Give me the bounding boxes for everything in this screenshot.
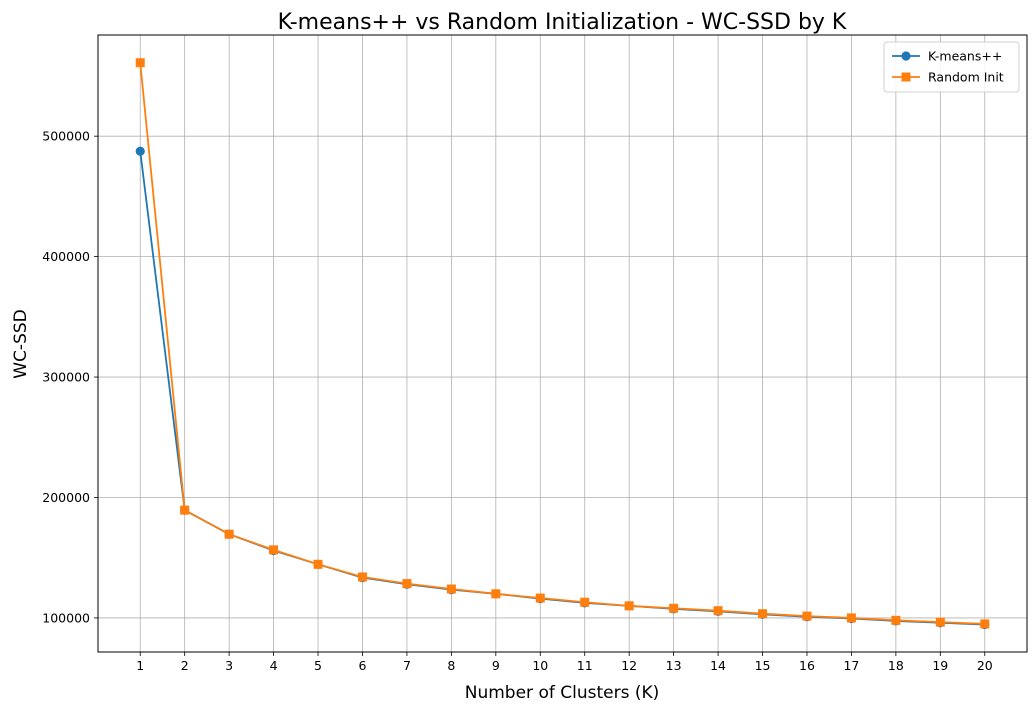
legend-label: K-means++	[928, 49, 1002, 64]
series-layer	[135, 58, 990, 630]
data-point	[224, 529, 234, 539]
x-tick-label: 20	[977, 658, 993, 673]
x-tick-label: 9	[492, 658, 500, 673]
x-tick-label: 13	[666, 658, 682, 673]
legend-box	[883, 41, 1020, 93]
y-tick-label: 200000	[42, 490, 90, 505]
x-axis: 1 2 3 4 5 6 7 8 9 10 11 12 13 14 15 16 17 18 19 20	[136, 652, 993, 673]
data-point	[491, 589, 501, 599]
x-tick-label: 15	[755, 658, 771, 673]
data-point	[935, 617, 945, 627]
data-point	[624, 601, 634, 611]
x-tick-label: 4	[270, 658, 278, 673]
data-point	[535, 593, 545, 603]
data-point	[713, 606, 723, 616]
y-axis-label: WC-SSD	[11, 309, 31, 379]
x-axis-label: Number of Clusters (K)	[465, 683, 660, 703]
x-tick-label: 16	[799, 658, 815, 673]
data-point	[891, 615, 901, 625]
data-point	[269, 545, 279, 555]
data-point	[446, 584, 456, 594]
data-point	[180, 505, 190, 515]
x-tick-label: 12	[621, 658, 637, 673]
data-point	[135, 146, 145, 156]
y-tick-label: 500000	[42, 129, 90, 144]
x-tick-label: 6	[358, 658, 366, 673]
plot-background	[98, 35, 1027, 652]
data-point	[980, 619, 990, 629]
x-tick-label: 8	[447, 658, 455, 673]
series-line	[139, 62, 985, 625]
x-tick-label: 17	[843, 658, 859, 673]
data-point	[135, 58, 145, 68]
legend-marker	[901, 51, 911, 61]
x-tick-label: 5	[314, 658, 322, 673]
data-point	[802, 611, 812, 621]
chart-title: K-means++ vs Random Initialization - WC-…	[278, 10, 847, 35]
x-tick-label: 14	[710, 658, 726, 673]
x-tick-label: 10	[532, 658, 548, 673]
x-tick-label: 19	[932, 658, 948, 673]
data-point	[580, 597, 590, 607]
grid	[98, 35, 1027, 652]
series-2	[135, 58, 990, 629]
y-tick-label: 300000	[42, 370, 90, 385]
data-point	[402, 579, 412, 589]
data-point	[846, 613, 856, 623]
y-axis: 100000 200000 300000 400000 500000	[42, 129, 98, 625]
data-point	[669, 603, 679, 613]
y-tick-label: 400000	[42, 249, 90, 264]
legend-label: Random Init	[928, 70, 1004, 85]
x-tick-label: 11	[577, 658, 593, 673]
x-tick-label: 3	[225, 658, 233, 673]
x-tick-label: 7	[403, 658, 411, 673]
legend: K-means++ Random Init	[883, 41, 1020, 93]
x-tick-label: 18	[888, 658, 904, 673]
x-tick-label: 1	[136, 658, 144, 673]
legend-marker	[901, 72, 911, 82]
plot-frame	[97, 34, 1028, 653]
x-tick-label: 2	[181, 658, 189, 673]
data-point	[313, 559, 323, 569]
data-point	[758, 609, 768, 619]
data-point	[357, 572, 367, 582]
y-tick-label: 100000	[42, 610, 90, 625]
